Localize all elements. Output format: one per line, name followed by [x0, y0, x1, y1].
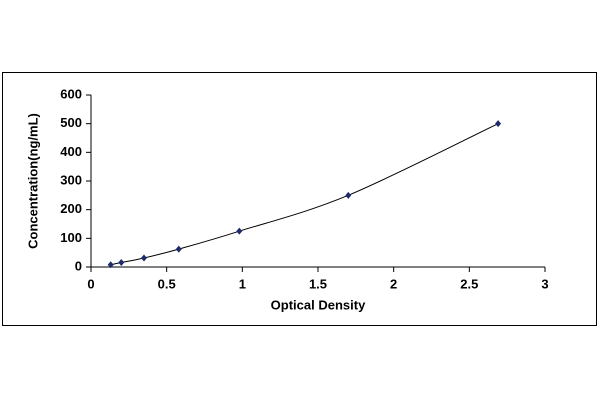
data-point [495, 120, 502, 128]
y-tick-label: 0 [75, 258, 82, 273]
x-tick-label: 1 [239, 276, 246, 291]
x-tick-label: 0.5 [158, 276, 176, 291]
y-tick-label: 500 [60, 115, 82, 130]
x-axis-label: Optical Density [271, 297, 366, 312]
x-tick-label: 0 [87, 276, 94, 291]
data-point [118, 259, 125, 267]
y-tick-label: 600 [60, 86, 82, 101]
x-tick-label: 2 [390, 276, 397, 291]
data-point [236, 227, 243, 235]
y-tick-label: 200 [60, 201, 82, 216]
chart-frame [2, 72, 597, 326]
x-tick-label: 1.5 [309, 276, 327, 291]
y-tick-label: 100 [60, 230, 82, 245]
data-point [140, 254, 147, 262]
x-tick-label: 3 [541, 276, 548, 291]
data-point [175, 245, 182, 253]
y-axis-label: Concentration(ng/mL) [25, 113, 40, 249]
y-tick-label: 400 [60, 144, 82, 159]
data-point [345, 191, 352, 199]
y-tick-label: 300 [60, 172, 82, 187]
x-tick-label: 2.5 [460, 276, 478, 291]
data-point [107, 261, 114, 269]
